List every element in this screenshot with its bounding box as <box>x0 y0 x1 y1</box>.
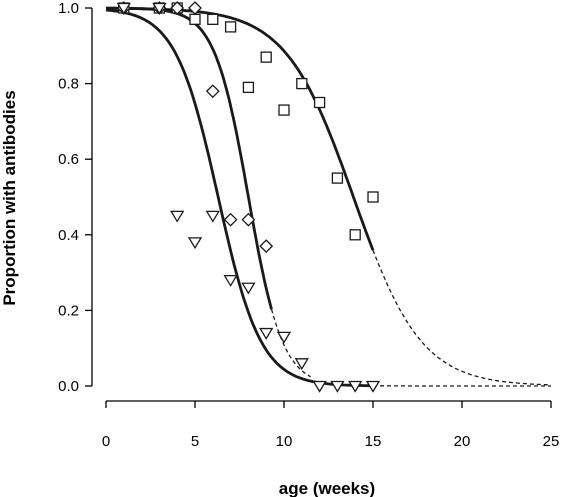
x-tick-label: 25 <box>543 433 560 450</box>
diamond-marker <box>205 84 220 99</box>
triangle-down-marker <box>312 380 327 393</box>
x-tick-label: 5 <box>191 433 199 450</box>
diamond-marker <box>241 212 256 227</box>
square-marker <box>242 81 255 94</box>
x-tick-label: 10 <box>276 433 293 450</box>
triangle-down-marker <box>152 2 167 15</box>
square-marker <box>224 21 237 33</box>
triangle-down-marker <box>170 210 185 223</box>
square-marker <box>296 77 308 90</box>
y-tick-label: 0.4 <box>58 227 79 244</box>
square-marker <box>313 96 326 109</box>
square-marker <box>278 104 290 116</box>
square-marker <box>367 191 379 203</box>
fit-curve-solid-diamond <box>106 6 273 310</box>
fit-curve-dashed-diamond <box>270 309 311 378</box>
square-marker <box>331 172 344 184</box>
fit-curve-solid-square <box>106 6 375 251</box>
diamond-marker <box>170 1 185 15</box>
fit-curve-dashed-square <box>372 249 551 386</box>
y-axis: 0.0 0.2 0.4 0.6 0.8 1.0 <box>58 0 93 395</box>
triangle-down-marker <box>205 210 220 223</box>
square-marker <box>349 229 361 241</box>
triangle-down-marker <box>223 275 238 287</box>
triangle-down-marker <box>116 2 131 15</box>
x-axis-label: age (weeks) <box>279 479 375 497</box>
x-axis: 0 5 10 15 20 25 <box>102 400 560 450</box>
x-tick-label: 0 <box>102 433 110 450</box>
y-axis-label: Proportion with antibodies <box>0 90 19 305</box>
triangle-down-marker <box>187 237 203 250</box>
triangle-down-marker <box>259 327 274 340</box>
y-tick-label: 0.6 <box>58 151 79 168</box>
triangle-down-marker <box>330 380 345 393</box>
y-tick-label: 0.0 <box>58 378 79 395</box>
square-marker <box>207 13 219 25</box>
diamond-marker <box>188 1 202 15</box>
fit-curve-solid-triangle-down <box>105 8 373 388</box>
fitted-curves <box>105 6 551 388</box>
x-tick-label: 15 <box>365 433 382 450</box>
diamond-marker <box>259 239 274 254</box>
y-tick-label: 0.8 <box>58 76 79 93</box>
y-tick-label: 1.0 <box>58 0 79 17</box>
triangle-down-marker <box>348 380 363 393</box>
triangle-down-marker <box>294 358 309 371</box>
data-points <box>116 1 381 393</box>
triangle-down-marker <box>365 380 381 393</box>
y-tick-label: 0.2 <box>58 302 79 319</box>
square-marker <box>189 13 201 25</box>
diamond-marker <box>223 212 238 227</box>
square-marker <box>260 51 272 63</box>
x-tick-label: 20 <box>454 433 471 450</box>
triangle-down-marker <box>276 331 292 344</box>
triangle-down-marker <box>241 282 256 295</box>
